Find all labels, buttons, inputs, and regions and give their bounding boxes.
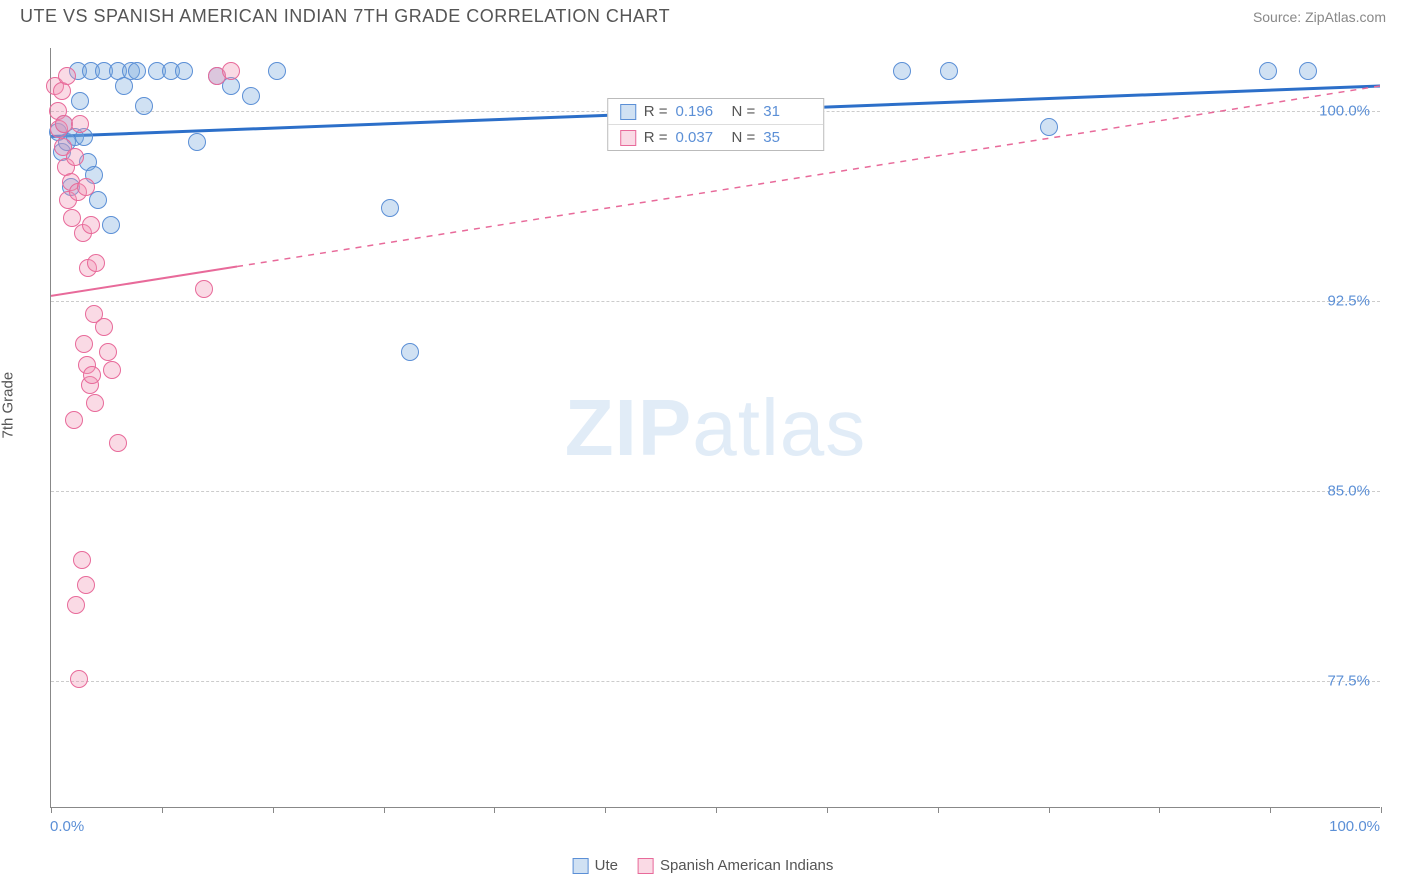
scatter-point-sai [195, 280, 213, 298]
gridline [51, 491, 1380, 492]
stats-legend-row-sai: R = 0.037 N = 35 [608, 125, 824, 150]
source-label: Source: ZipAtlas.com [1253, 9, 1386, 25]
x-tick [1270, 807, 1271, 813]
chart-container: UTE VS SPANISH AMERICAN INDIAN 7TH GRADE… [0, 0, 1406, 892]
scatter-point-sai [87, 254, 105, 272]
scatter-point-sai [83, 366, 101, 384]
scatter-point-ute [268, 62, 286, 80]
title-bar: UTE VS SPANISH AMERICAN INDIAN 7TH GRADE… [0, 0, 1406, 37]
scatter-point-ute [1259, 62, 1277, 80]
x-tick [384, 807, 385, 813]
swatch-sai-icon [620, 130, 636, 146]
x-tick [1049, 807, 1050, 813]
chart-title: UTE VS SPANISH AMERICAN INDIAN 7TH GRADE… [20, 6, 670, 27]
scatter-point-ute [940, 62, 958, 80]
scatter-point-sai [67, 596, 85, 614]
scatter-point-ute [135, 97, 153, 115]
watermark-light: atlas [692, 383, 866, 472]
scatter-point-sai [66, 148, 84, 166]
scatter-point-sai [82, 216, 100, 234]
r-label: R = [644, 103, 668, 120]
x-tick [938, 807, 939, 813]
scatter-point-ute [188, 133, 206, 151]
scatter-point-sai [65, 411, 83, 429]
scatter-point-sai [75, 335, 93, 353]
series-legend-item-ute: Ute [573, 857, 618, 874]
x-tick [827, 807, 828, 813]
x-tick [273, 807, 274, 813]
scatter-point-ute [175, 62, 193, 80]
scatter-point-sai [103, 361, 121, 379]
scatter-point-sai [109, 434, 127, 452]
scatter-point-ute [242, 87, 260, 105]
scatter-point-sai [77, 178, 95, 196]
series-label-sai: Spanish American Indians [660, 857, 833, 874]
scatter-point-sai [95, 318, 113, 336]
gridline [51, 681, 1380, 682]
y-tick-label: 77.5% [1327, 673, 1370, 690]
y-axis-title: 7th Grade [0, 372, 17, 439]
scatter-point-ute [381, 199, 399, 217]
scatter-point-ute [893, 62, 911, 80]
swatch-ute-icon [573, 858, 589, 874]
gridline [51, 301, 1380, 302]
scatter-point-sai [222, 62, 240, 80]
scatter-point-sai [99, 343, 117, 361]
scatter-point-ute [128, 62, 146, 80]
plot-area: ZIPatlas R = 0.196 N = 31 R = 0.037 N = … [50, 48, 1380, 808]
series-legend-item-sai: Spanish American Indians [638, 857, 833, 874]
scatter-point-sai [71, 115, 89, 133]
r-value-ute: 0.196 [676, 103, 724, 120]
scatter-point-ute [102, 216, 120, 234]
x-tick [162, 807, 163, 813]
scatter-point-ute [1299, 62, 1317, 80]
n-label: N = [732, 129, 756, 146]
scatter-point-sai [58, 67, 76, 85]
scatter-point-sai [77, 576, 95, 594]
scatter-point-sai [70, 670, 88, 688]
y-tick-label: 100.0% [1319, 103, 1370, 120]
scatter-point-ute [401, 343, 419, 361]
r-value-sai: 0.037 [676, 129, 724, 146]
x-tick [1381, 807, 1382, 813]
scatter-point-sai [73, 551, 91, 569]
x-axis-min-label: 0.0% [50, 818, 84, 835]
watermark: ZIPatlas [565, 382, 866, 474]
scatter-point-sai [86, 394, 104, 412]
scatter-point-ute [71, 92, 89, 110]
r-label: R = [644, 129, 668, 146]
y-tick-label: 92.5% [1327, 293, 1370, 310]
y-tick-label: 85.0% [1327, 483, 1370, 500]
x-axis-max-label: 100.0% [1329, 818, 1380, 835]
n-value-sai: 35 [763, 129, 811, 146]
series-legend: Ute Spanish American Indians [573, 857, 834, 874]
x-tick [1159, 807, 1160, 813]
stats-legend-box: R = 0.196 N = 31 R = 0.037 N = 35 [607, 98, 825, 151]
swatch-ute-icon [620, 104, 636, 120]
scatter-point-ute [1040, 118, 1058, 136]
x-tick [494, 807, 495, 813]
swatch-sai-icon [638, 858, 654, 874]
stats-legend-row-ute: R = 0.196 N = 31 [608, 99, 824, 125]
n-label: N = [732, 103, 756, 120]
watermark-bold: ZIP [565, 383, 692, 472]
x-tick [716, 807, 717, 813]
x-tick [51, 807, 52, 813]
n-value-ute: 31 [763, 103, 811, 120]
x-tick [605, 807, 606, 813]
series-label-ute: Ute [595, 857, 618, 874]
